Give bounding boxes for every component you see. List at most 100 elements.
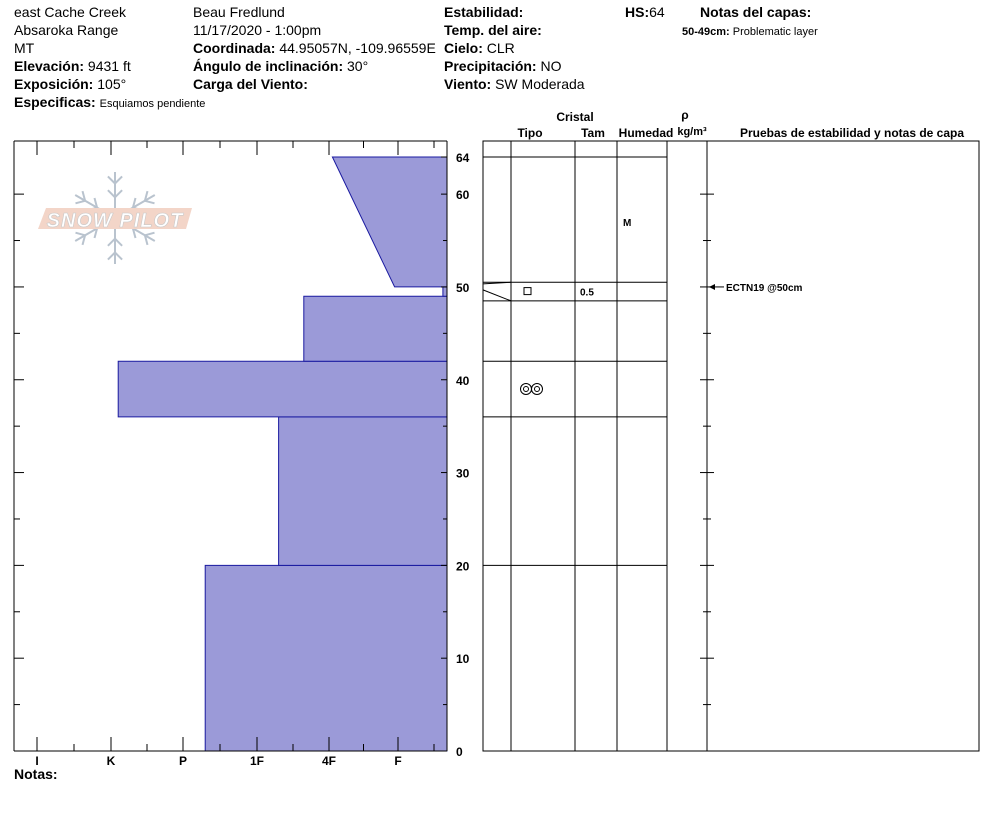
hardness-bar xyxy=(278,416,448,566)
hardness-bar xyxy=(331,156,448,288)
wind-label: Viento: xyxy=(444,76,492,92)
air-temp-label: Temp. del aire: xyxy=(444,22,542,38)
aspect-label: Exposición: xyxy=(14,76,94,92)
depth-tick-label: 10 xyxy=(456,652,470,666)
grain-circle-icon xyxy=(523,386,529,392)
depth-tick-label: 0 xyxy=(456,745,463,759)
snowflake-branch xyxy=(131,197,137,208)
snowflake-branch xyxy=(143,190,149,202)
snowflake-branch xyxy=(75,199,86,205)
layer-grain-size: 0.5 xyxy=(580,288,594,299)
wind-field: Viento: SW Moderada xyxy=(444,76,585,92)
precip-field: Precipitación: NO xyxy=(444,58,561,74)
layer-note: 50-49cm: Problematic layer xyxy=(682,24,818,40)
logo-text: SNOW PILOT xyxy=(47,210,184,232)
wind-load-field: Carga del Viento: xyxy=(193,76,308,92)
specifics-label: Especificas: xyxy=(14,94,96,110)
slope-label: Ángulo de inclinación: xyxy=(193,58,344,74)
state-name: MT xyxy=(14,40,35,56)
arrow-left-icon xyxy=(709,283,715,290)
layer-table-text: Cristal Tipo Tam Humedad ρ kg/m³ Pruebas de es… xyxy=(517,108,964,395)
snowflake-branch xyxy=(107,175,116,185)
logo-banner: SNOW PILOT xyxy=(38,208,192,232)
snowflake-branch xyxy=(107,237,116,247)
layer-note-text: Problematic layer xyxy=(732,26,818,38)
notes-label: Notas: xyxy=(14,766,58,782)
layer-table-frame xyxy=(482,140,980,752)
layer-table xyxy=(482,140,980,752)
snowpilot-logo: SNOW PILOT xyxy=(38,172,192,264)
snowflake-branch xyxy=(81,190,87,202)
hardness-bar xyxy=(442,286,448,297)
depth-tick-label: 50 xyxy=(456,281,470,295)
snowflake-branch xyxy=(143,235,149,246)
layer-note-depth: 50-49cm: xyxy=(682,26,730,38)
column-header-size: Tam xyxy=(581,126,605,140)
range-name: Absaroka Range xyxy=(14,22,119,38)
snowflake-branch xyxy=(107,189,116,199)
column-header-crystal: Cristal xyxy=(556,110,593,124)
location-name: east Cache Creek xyxy=(14,4,127,20)
grain-circle-icon xyxy=(520,383,532,395)
column-header-moisture: Humedad xyxy=(619,126,674,140)
stability-label: Estabilidad: xyxy=(444,4,524,20)
grain-circle-icon xyxy=(531,383,543,395)
aspect-value: 105° xyxy=(97,76,127,92)
hardness-tick-label: K xyxy=(107,754,116,768)
coordinate-field: Coordinada: 44.95057N, -109.96559E xyxy=(193,40,436,56)
hardness-profile xyxy=(117,156,448,752)
snowflake-branch xyxy=(81,235,87,246)
hs-field: HS:64 xyxy=(625,4,665,20)
observation-datetime: 11/17/2020 - 1:00pm xyxy=(193,22,322,38)
snowflake-branch xyxy=(114,189,123,199)
snowflake-branch xyxy=(114,251,123,261)
layer-notes-label: Notas del capas: xyxy=(700,4,812,20)
coordinate-label: Coordinada: xyxy=(193,40,276,56)
slope-value: 30° xyxy=(347,58,369,74)
aspect-field: Exposición: 105° xyxy=(14,76,126,92)
snowflake-branch xyxy=(114,237,123,247)
air-temp-field: Temp. del aire: xyxy=(444,22,542,38)
depth-tick-label: 20 xyxy=(456,559,470,573)
sky-label: Cielo: xyxy=(444,40,483,56)
column-header-type: Tipo xyxy=(517,126,542,140)
grain-circle-icon xyxy=(534,386,540,392)
sky-field: Cielo: CLR xyxy=(444,40,517,56)
depth-tick-label: 30 xyxy=(456,467,470,481)
specifics-field: Especificas: Esquiamos pendiente xyxy=(14,94,205,112)
snowflake-branch xyxy=(93,197,99,208)
hardness-tick-label: I xyxy=(35,754,38,768)
hardness-tick-label: 1F xyxy=(250,754,264,768)
snowflake-branch xyxy=(107,251,116,261)
hardness-axis-ticks: I K P 1F 4F F xyxy=(14,141,435,768)
hardness-tick-label: F xyxy=(394,754,401,768)
column-header-rho: ρ xyxy=(681,108,688,122)
depth-tick-label: 64 xyxy=(456,151,470,165)
snowflake-branch xyxy=(75,231,86,237)
snowflake-branch xyxy=(93,228,99,239)
layer-moisture: M xyxy=(623,218,631,229)
elevation-field: Elevación: 9431 ft xyxy=(14,58,131,74)
stability-test-label: ECTN19 @50cm xyxy=(726,283,803,294)
specifics-value: Esquiamos pendiente xyxy=(99,98,206,110)
hardness-bar xyxy=(303,295,448,362)
snowflake-branch xyxy=(131,228,137,239)
observer-name: Beau Fredlund xyxy=(193,4,285,20)
snowflake-branch xyxy=(144,231,155,237)
hs-label: HS: xyxy=(625,4,650,20)
precip-value: NO xyxy=(540,58,562,74)
sky-value: CLR xyxy=(486,40,515,56)
depth-tick-label: 40 xyxy=(456,374,470,388)
slope-field: Ángulo de inclinación: 30° xyxy=(193,58,368,74)
hardness-bar xyxy=(117,360,448,418)
layer-kink-line xyxy=(482,289,512,302)
wind-load-label: Carga del Viento: xyxy=(193,76,308,92)
snowflake-branch xyxy=(114,175,123,185)
column-header-density-unit: kg/m³ xyxy=(677,126,707,138)
wind-value: SW Moderada xyxy=(495,76,585,92)
hardness-plot-frame xyxy=(13,140,448,752)
column-header-tests: Pruebas de estabilidad y notas de capa xyxy=(740,126,964,140)
snowflake-branch xyxy=(144,199,155,205)
depth-tick-label: 60 xyxy=(456,188,470,202)
